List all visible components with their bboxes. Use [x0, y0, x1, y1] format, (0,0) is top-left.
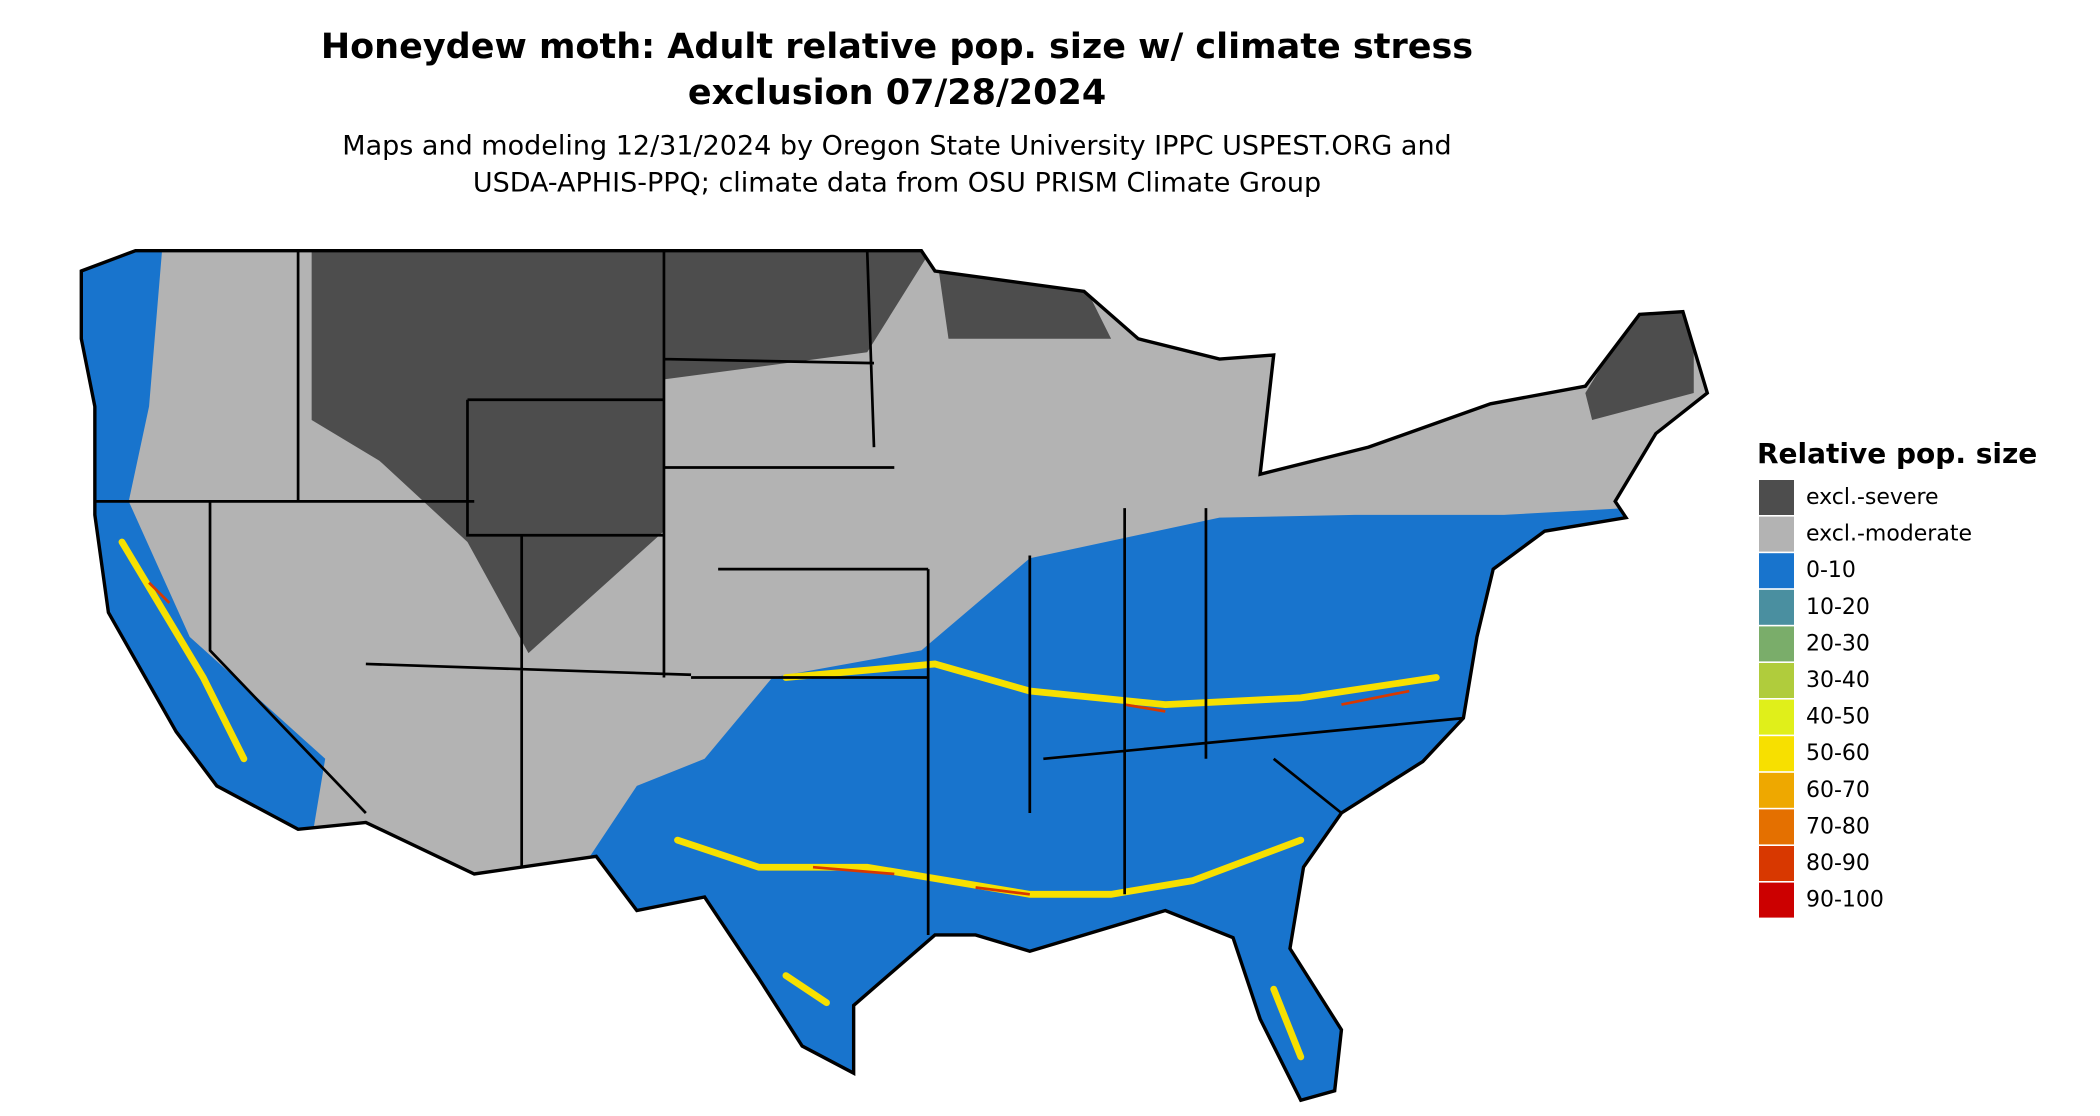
legend-swatch [1759, 553, 1794, 589]
legend-label: 70-80 [1806, 814, 1870, 839]
legend-swatch [1759, 809, 1794, 845]
title-line: exclusion 07/28/2024 [688, 73, 1106, 113]
legend-swatch [1759, 882, 1794, 918]
legend-label: excl.-moderate [1806, 522, 1972, 547]
legend-swatch [1759, 846, 1794, 881]
legend-label: 80-90 [1806, 851, 1870, 876]
legend-swatch [1759, 480, 1794, 515]
legend-swatch [1759, 589, 1794, 625]
legend-label: excl.-severe [1806, 485, 1939, 510]
us-map [79, 248, 1710, 1103]
title-line: Honeydew moth: Adult relative pop. size … [321, 27, 1473, 67]
legend-swatch [1759, 699, 1794, 735]
legend-title: Relative pop. size [1757, 437, 2037, 470]
legend-label: 30-40 [1806, 668, 1870, 693]
legend-swatch [1759, 772, 1794, 808]
subtitle-line: Maps and modeling 12/31/2024 by Oregon S… [342, 131, 1451, 162]
legend-swatch [1759, 516, 1794, 552]
subtitle-line: USDA-APHIS-PPQ; climate data from OSU PR… [473, 168, 1321, 199]
legend-label: 90-100 [1806, 888, 1884, 913]
legend-label: 0-10 [1806, 558, 1856, 583]
legend-label: 10-20 [1806, 595, 1870, 620]
legend-swatch [1759, 736, 1794, 772]
legend-label: 60-70 [1806, 778, 1870, 803]
legend-label: 50-60 [1806, 741, 1870, 766]
legend-label: 20-30 [1806, 631, 1870, 656]
legend: excl.-severe excl.-moderate 0-10 10-20 20-30… [1759, 480, 1972, 918]
legend-swatch [1759, 626, 1794, 662]
legend-swatch [1759, 663, 1794, 698]
legend-label: 40-50 [1806, 705, 1870, 730]
